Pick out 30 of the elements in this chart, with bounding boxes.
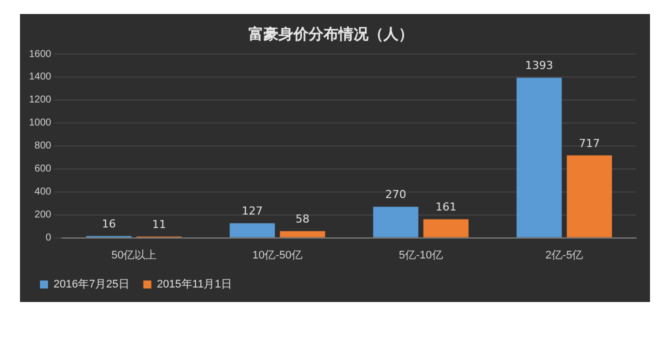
data-label: 161 — [435, 200, 456, 214]
data-label: 127 — [242, 204, 263, 218]
bar — [516, 78, 562, 238]
bar — [566, 155, 612, 238]
x-tick-label: 5亿-10亿 — [398, 249, 443, 262]
data-label: 270 — [385, 188, 406, 202]
y-tick-label: 1000 — [28, 118, 52, 129]
y-tick-label: 800 — [34, 140, 52, 152]
data-label: 1393 — [525, 59, 554, 72]
bar — [423, 219, 469, 238]
data-label: 717 — [578, 136, 600, 150]
data-label: 11 — [152, 218, 166, 231]
y-tick-label: 1200 — [28, 94, 52, 106]
bar — [230, 223, 275, 238]
chart-title: 富豪身价分布情况（人） — [248, 24, 414, 43]
data-label: 16 — [102, 217, 116, 230]
bar — [373, 206, 418, 238]
data-label: 58 — [296, 212, 310, 226]
x-tick-label: 2亿-5亿 — [545, 249, 584, 262]
y-tick-label: 1600 — [28, 48, 52, 60]
y-tick-label: 200 — [34, 210, 52, 221]
x-tick-label: 10亿-50亿 — [252, 249, 302, 262]
legend-label: 2015年11月1日 — [156, 278, 232, 291]
legend-label: 2016年7月25日 — [54, 278, 130, 291]
bar — [280, 231, 326, 238]
y-tick-label: 0 — [46, 232, 52, 244]
y-tick-label: 400 — [34, 186, 52, 198]
y-tick-label: 1400 — [28, 72, 52, 83]
y-tick-label: 600 — [34, 164, 52, 175]
x-tick-label: 50亿以上 — [111, 248, 157, 262]
